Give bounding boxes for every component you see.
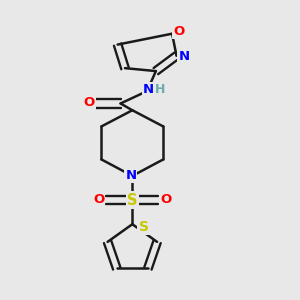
Text: N: N bbox=[178, 50, 189, 63]
Text: N: N bbox=[125, 169, 136, 182]
Text: S: S bbox=[127, 193, 138, 208]
Text: S: S bbox=[139, 220, 148, 234]
Text: H: H bbox=[155, 83, 166, 96]
Text: N: N bbox=[143, 83, 154, 96]
Text: O: O bbox=[84, 96, 95, 110]
Text: O: O bbox=[93, 193, 104, 206]
Text: O: O bbox=[173, 26, 184, 38]
Text: O: O bbox=[160, 193, 172, 206]
